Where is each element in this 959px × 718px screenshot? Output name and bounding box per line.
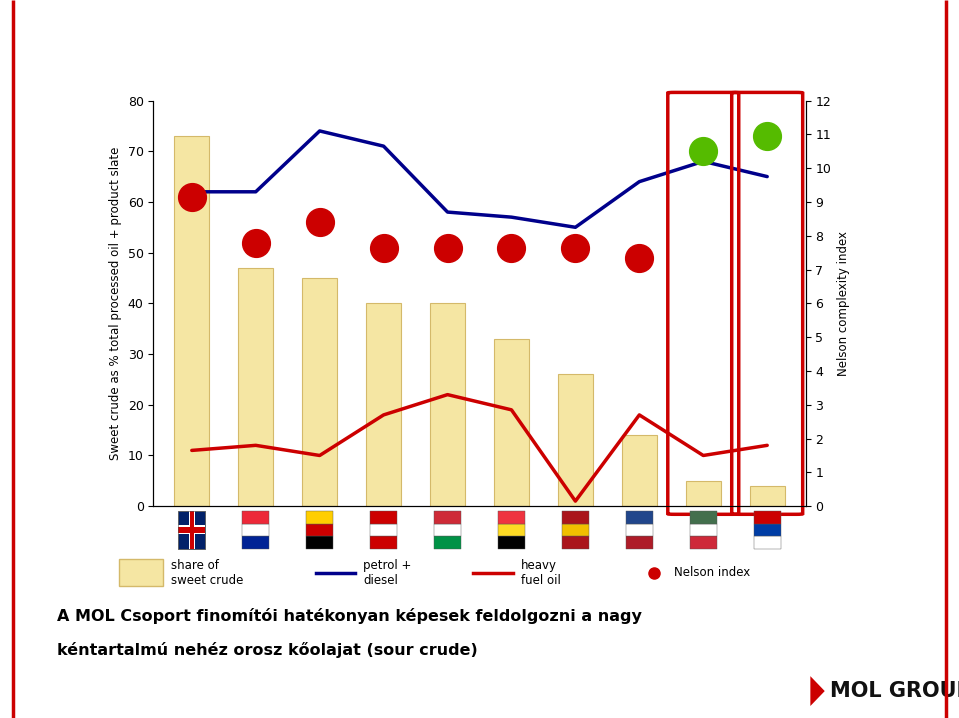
Bar — [690, 523, 716, 536]
Text: heavy
fuel oil: heavy fuel oil — [521, 559, 560, 587]
Bar — [302, 278, 338, 506]
Y-axis label: Nelson complexity index: Nelson complexity index — [836, 231, 850, 376]
Text: share of
sweet crude: share of sweet crude — [171, 559, 243, 587]
Bar — [498, 536, 525, 549]
Bar — [562, 523, 589, 536]
Bar — [306, 536, 333, 549]
Bar — [626, 536, 653, 549]
Bar — [494, 339, 529, 506]
Text: kéntartalmú nehéz orosz kőolajat (sour crude): kéntartalmú nehéz orosz kőolajat (sour c… — [57, 642, 478, 658]
Text: Nelson index: Nelson index — [674, 566, 750, 579]
Bar — [626, 510, 653, 523]
Bar — [690, 510, 716, 523]
Bar — [306, 523, 333, 536]
Bar — [243, 536, 269, 549]
Bar — [690, 536, 716, 549]
Bar — [178, 527, 205, 533]
Bar — [370, 523, 397, 536]
Bar — [558, 374, 593, 506]
Bar — [626, 523, 653, 536]
Bar — [562, 510, 589, 523]
Bar — [366, 303, 401, 506]
Text: petrol +
diesel: petrol + diesel — [363, 559, 411, 587]
Y-axis label: Sweet crude as % total processed oil + product slate: Sweet crude as % total processed oil + p… — [109, 146, 122, 460]
Bar — [178, 510, 205, 549]
Bar — [190, 510, 194, 549]
Bar — [370, 510, 397, 523]
Bar — [434, 510, 461, 523]
Bar — [754, 536, 781, 549]
Bar — [430, 303, 465, 506]
Bar — [189, 510, 195, 549]
Bar — [306, 510, 333, 523]
Bar — [243, 510, 269, 523]
Bar — [562, 536, 589, 549]
Bar — [434, 523, 461, 536]
Bar — [434, 536, 461, 549]
Bar — [178, 526, 205, 534]
Bar — [238, 268, 273, 506]
Text: A MOL Csoport finomítói hatékonyan képesek feldolgozni a nagy: A MOL Csoport finomítói hatékonyan képes… — [57, 608, 642, 624]
Bar — [686, 481, 721, 506]
Bar — [175, 136, 209, 506]
Bar — [498, 510, 525, 523]
Bar — [621, 435, 657, 506]
Bar — [754, 523, 781, 536]
Bar — [754, 510, 781, 523]
Bar — [178, 510, 205, 549]
Bar — [498, 523, 525, 536]
Text: MOL GROUP: MOL GROUP — [830, 681, 959, 701]
Bar — [750, 486, 784, 506]
Text: Alkalmazkodás és flexibilitás: Alkalmazkodás és flexibilitás — [208, 31, 751, 64]
Bar — [120, 559, 163, 587]
Bar — [243, 523, 269, 536]
Polygon shape — [810, 676, 825, 706]
Bar — [370, 536, 397, 549]
